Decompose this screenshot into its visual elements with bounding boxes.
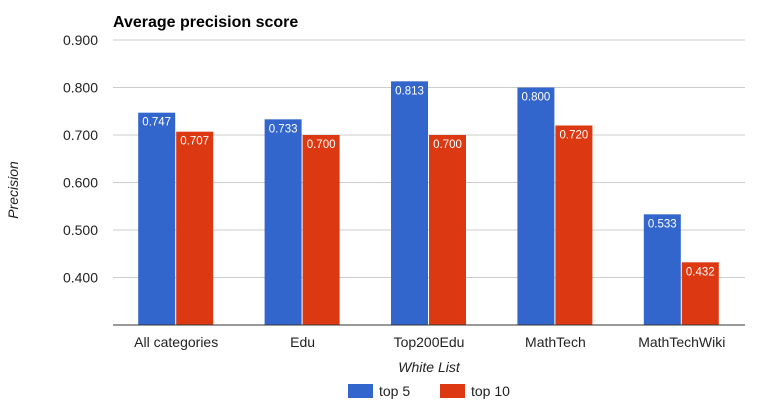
bar-0-0 [138,112,176,325]
bar-1-3 [555,125,593,325]
data-label: 0.533 [648,218,677,230]
data-label: 0.700 [433,139,462,151]
legend-swatch [348,384,373,398]
bars [138,81,719,325]
x-tick-label: MathTechWiki [638,334,725,350]
bar-1-2 [429,135,466,325]
data-label: 0.707 [180,136,209,148]
y-tick-label: 0.500 [63,222,98,238]
legend-swatch [440,384,465,398]
bar-0-4 [643,214,681,325]
legend-label: top 10 [471,383,510,399]
x-tick-label: Edu [290,334,315,350]
x-tick-label: MathTech [525,334,586,350]
x-tick-label: Top200Edu [394,334,465,350]
bar-1-0 [176,131,214,325]
data-label: 0.700 [307,139,336,151]
bar-1-1 [302,135,340,325]
bar-0-1 [264,119,302,325]
y-tick-label: 0.600 [63,175,98,191]
x-tick-label: All categories [134,334,218,350]
chart-title: Average precision score [113,14,298,31]
data-label: 0.432 [686,266,715,278]
y-tick-label: 0.800 [63,80,98,96]
y-tick-label: 0.900 [63,32,98,48]
bar-0-2 [391,81,428,325]
data-label: 0.800 [522,92,551,104]
bar-0-3 [517,87,555,325]
y-tick-label: 0.400 [63,270,98,286]
x-axis-label: White List [398,359,461,375]
x-axis-ticks: All categories Edu Top200Edu MathTech MathTe… [134,334,725,350]
data-label: 0.720 [560,130,589,142]
y-axis-ticks: 0.400 0.500 0.600 0.700 0.800 0.900 [63,32,98,286]
legend-label: top 5 [379,383,410,399]
data-label: 0.747 [142,117,171,129]
y-tick-label: 0.700 [63,127,98,143]
y-axis-label: Precision [5,161,21,219]
data-label: 0.813 [395,85,424,97]
legend: top 5 top 10 [348,383,510,399]
bar-1-4 [681,262,719,325]
data-labels: 0.747 0.707 0.733 0.700 0.813 0.700 0.800 0.720… [142,85,714,278]
data-label: 0.733 [269,123,298,135]
